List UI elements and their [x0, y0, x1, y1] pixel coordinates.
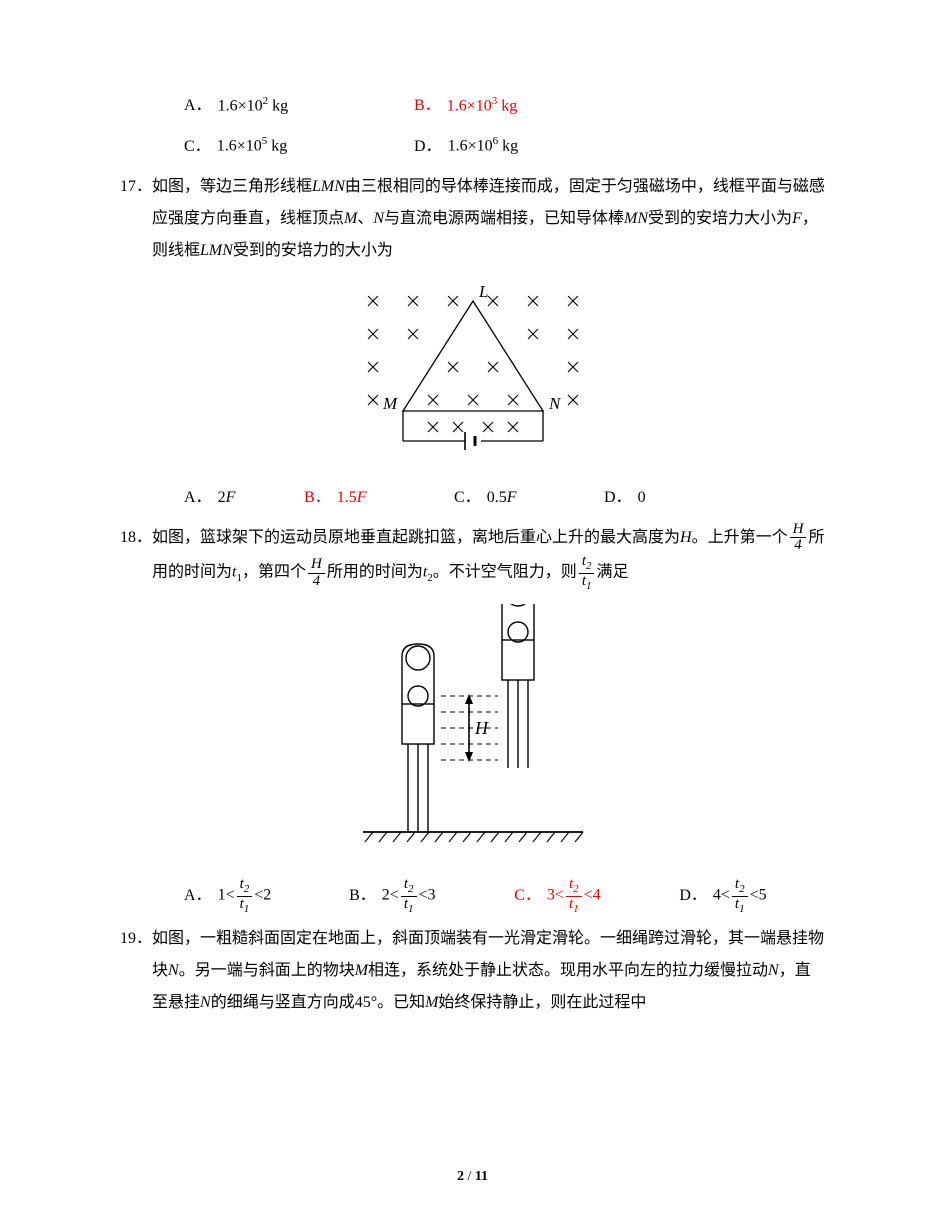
- q16-opt-C[interactable]: C． 1.6×105 kg: [184, 130, 414, 162]
- q17-opt-B[interactable]: B． 1.5F: [304, 482, 454, 514]
- opt-value: 4<t2t1<5: [713, 877, 767, 915]
- q17-opt-C[interactable]: C． 0.5F: [454, 482, 604, 514]
- opt-value: 1.5F: [337, 482, 367, 514]
- triangle-circuit-diagram: L M N: [343, 279, 603, 459]
- q17-body: 如图，等边三角形线框LMN由三根相同的导体棒连接而成，固定于匀强磁场中，线框平面…: [152, 171, 825, 267]
- q18: 18． 如图，篮球架下的运动员原地垂直起跳扣篮，离地后重心上升的最大高度为H。上…: [120, 522, 825, 593]
- opt-value: 0.5F: [487, 482, 517, 514]
- q17-options: A． 2F B． 1.5F C． 0.5F D． 0: [184, 482, 825, 514]
- opt-label-A: A．: [184, 90, 212, 122]
- q19-number: 19．: [120, 924, 152, 948]
- opt-label-B: B．: [414, 90, 441, 122]
- opt-label: B．: [304, 482, 331, 514]
- svg-text:H: H: [474, 718, 489, 738]
- page-sep: /: [464, 1169, 475, 1184]
- q19-body: 如图，一粗糙斜面固定在地面上，斜面顶端装有一光滑定滑轮。一细绳跨过滑轮，其一端悬…: [152, 923, 825, 1019]
- svg-text:L: L: [478, 282, 488, 301]
- page-current: 2: [457, 1169, 464, 1184]
- opt-value-B: 1.6×103 kg: [447, 90, 518, 122]
- basketball-player-diagram: H: [343, 604, 603, 854]
- q16-opt-B[interactable]: B． 1.6×103 kg: [414, 90, 644, 122]
- opt-label: D．: [604, 482, 632, 514]
- svg-text:M: M: [382, 394, 398, 413]
- opt-label: C．: [514, 880, 541, 912]
- opt-value: 0: [638, 482, 646, 514]
- q16-options-row2: C． 1.6×105 kg D． 1.6×106 kg: [184, 130, 825, 162]
- q17-figure: L M N: [120, 279, 825, 464]
- q17-opt-A[interactable]: A． 2F: [184, 482, 304, 514]
- opt-label: B．: [349, 880, 376, 912]
- q18-opt-B[interactable]: B． 2<t2t1<3: [349, 877, 514, 915]
- opt-value: 3<t2t1<4: [547, 877, 601, 915]
- page-total: 11: [475, 1169, 488, 1184]
- opt-label-D: D．: [414, 131, 442, 163]
- opt-label-C: C．: [184, 131, 211, 163]
- page-footer: 2 / 11: [0, 1169, 945, 1185]
- q18-options: A． 1<t2t1<2 B． 2<t2t1<3 C． 3<t2t1<4 D． 4…: [184, 877, 825, 915]
- opt-value: 2<t2t1<3: [382, 877, 436, 915]
- svg-text:N: N: [548, 394, 562, 413]
- q17-opt-D[interactable]: D． 0: [604, 482, 724, 514]
- q18-opt-A[interactable]: A． 1<t2t1<2: [184, 877, 349, 915]
- opt-label: C．: [454, 482, 481, 514]
- q18-number: 18．: [120, 523, 152, 547]
- q16-options-row1: A． 1.6×102 kg B． 1.6×103 kg: [184, 90, 825, 122]
- opt-label: D．: [679, 880, 707, 912]
- q16-opt-A[interactable]: A． 1.6×102 kg: [184, 90, 414, 122]
- q18-body: 如图，篮球架下的运动员原地垂直起跳扣篮，离地后重心上升的最大高度为H。上升第一个…: [152, 522, 825, 593]
- opt-value: 1<t2t1<2: [218, 877, 272, 915]
- q18-opt-C[interactable]: C． 3<t2t1<4: [514, 877, 679, 915]
- opt-label: A．: [184, 880, 212, 912]
- opt-value-A: 1.6×102 kg: [218, 90, 289, 122]
- opt-value-D: 1.6×106 kg: [448, 130, 519, 162]
- q19: 19． 如图，一粗糙斜面固定在地面上，斜面顶端装有一光滑定滑轮。一细绳跨过滑轮，…: [120, 923, 825, 1019]
- opt-label: A．: [184, 482, 212, 514]
- q17: 17． 如图，等边三角形线框LMN由三根相同的导体棒连接而成，固定于匀强磁场中，…: [120, 171, 825, 267]
- opt-value: 2F: [218, 482, 236, 514]
- q16-opt-D[interactable]: D． 1.6×106 kg: [414, 130, 644, 162]
- opt-value-C: 1.6×105 kg: [217, 130, 288, 162]
- q17-number: 17．: [120, 172, 152, 196]
- q18-figure: H: [120, 604, 825, 859]
- q18-opt-D[interactable]: D． 4<t2t1<5: [679, 877, 825, 915]
